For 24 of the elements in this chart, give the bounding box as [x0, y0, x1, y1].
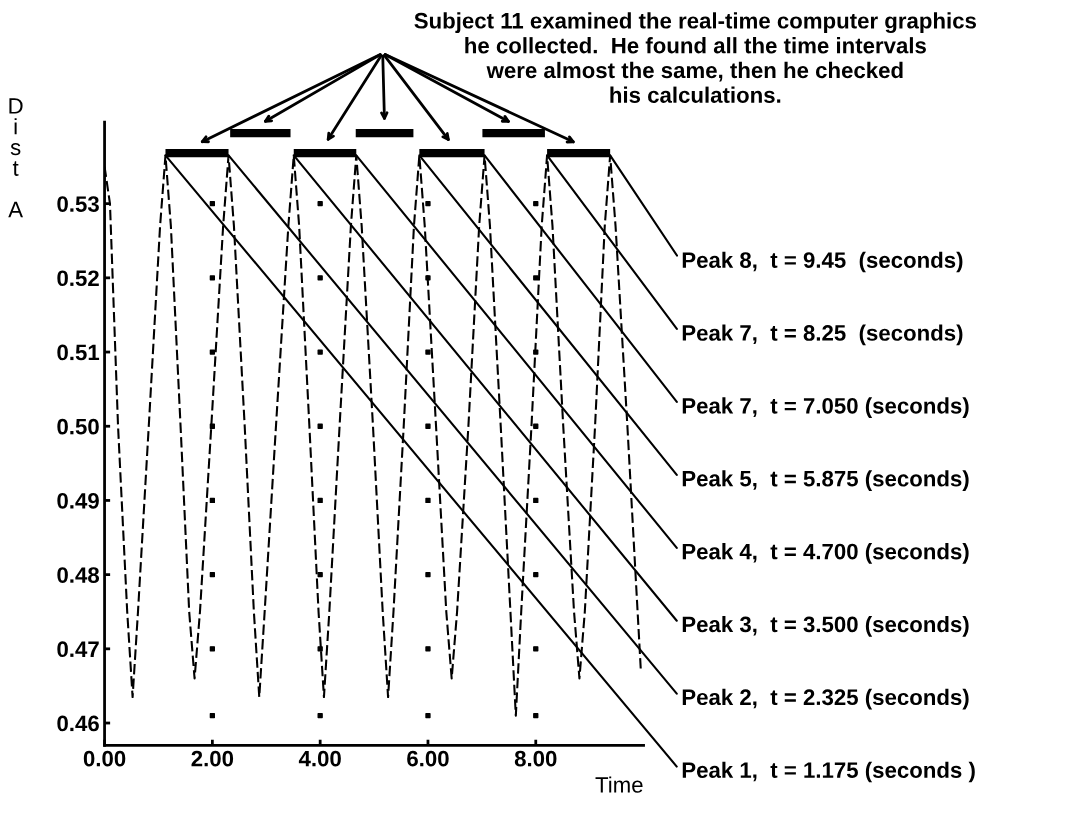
y-tick-label: 0.49: [57, 492, 99, 509]
x-tick-label: 0.00: [83, 750, 126, 767]
y-axis-title: Dist A: [8, 98, 23, 218]
annotation: Peak 3, t = 3.500 (seconds): [682, 615, 969, 637]
text: Subject 11 examined the real-time computer graphics he collected. He found all the time intervals were almost the same, then he checked his calculations.: [414, 12, 976, 103]
annotation: Peak 7, t = 7.050 (seconds): [682, 397, 969, 419]
y-tick-label: 0.53: [57, 196, 99, 212]
x-tick-label: 4.00: [298, 750, 341, 767]
y-tick-label: 0.50: [57, 418, 99, 435]
annotation: Peak 5, t = 5.875 (seconds): [682, 470, 969, 491]
x-axis-title: Time: [595, 776, 643, 793]
y-tick-label: 0.52: [57, 270, 99, 287]
annotation: Peak 1, t = 1.175 (seconds ): [682, 761, 975, 783]
y-tick-label: 0.48: [57, 567, 100, 583]
y-tick-label: 0.51: [57, 344, 100, 361]
x-tick-label: 6.00: [407, 750, 449, 767]
y-tick-label: 0.47: [57, 641, 99, 658]
annotation: Peak 2, t = 2.325 (seconds): [682, 688, 969, 710]
annotation: Peak 8, t = 9.45 (seconds): [682, 251, 963, 273]
x-tick-label: 8.00: [514, 750, 557, 767]
annotation: Peak 7, t = 8.25 (seconds): [682, 324, 963, 346]
y-tick-label: 0.46: [57, 715, 99, 732]
annotation: Peak 4, t = 4.700 (seconds): [682, 543, 969, 564]
x-tick-label: 2.00: [191, 750, 234, 767]
